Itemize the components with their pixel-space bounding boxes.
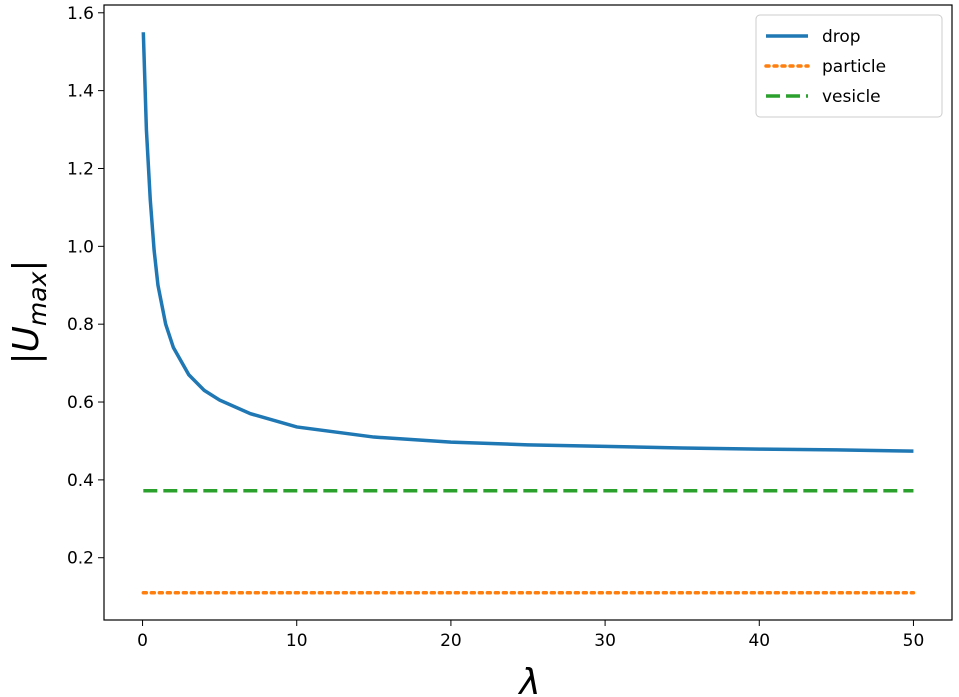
y-label-sub: max <box>23 271 52 326</box>
y-tick-label: 0.6 <box>67 393 94 413</box>
x-tick-label: 20 <box>440 631 462 651</box>
series-line <box>141 32 914 453</box>
y-label-base: |U <box>6 326 47 364</box>
y-tick-label: 0.2 <box>67 549 94 569</box>
y-tick-label: 1.2 <box>67 159 94 179</box>
x-tick-label: 40 <box>748 631 770 651</box>
plot-frame <box>103 4 953 621</box>
x-tick-label: 50 <box>903 631 925 651</box>
legend-box <box>755 14 943 118</box>
y-tick-label: 1.4 <box>67 82 94 102</box>
x-tick-label: 30 <box>594 631 616 651</box>
legend-label: drop <box>822 27 861 47</box>
y-label-end: | <box>6 259 47 271</box>
legend: drop particle vesicle <box>755 14 943 118</box>
legend-label: particle <box>822 57 886 77</box>
x-tick-label: 0 <box>137 631 148 651</box>
x-tick-label: 10 <box>286 631 308 651</box>
y-tick-label: 1.0 <box>67 237 94 257</box>
y-tick-label: 1.6 <box>67 4 94 24</box>
y-tick-label: 0.8 <box>67 315 94 335</box>
y-tick-label: 0.4 <box>67 471 94 491</box>
y-axis-label: |Umax| <box>6 259 52 364</box>
x-axis-label: λ <box>517 662 540 697</box>
legend-label: vesicle <box>822 87 881 107</box>
